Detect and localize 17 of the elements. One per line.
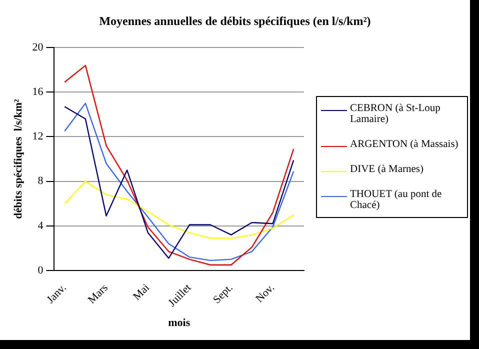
- y-axis-title: débits spécifiques l/s/km²: [12, 98, 24, 219]
- chart-title: Moyennes annuelles de débits spécifiques (en l/s/km²): [98, 14, 372, 29]
- legend-label: DIVE (à Marnes): [350, 164, 424, 175]
- y-tick-label: 12: [32, 130, 44, 143]
- x-tick-label: Mai: [131, 282, 152, 303]
- x-tick-label: Janv.: [44, 282, 69, 306]
- y-tick-label: 20: [32, 41, 44, 54]
- y-tick-label: 8: [38, 175, 44, 188]
- legend-label: ARGENTON (à Massais): [350, 139, 458, 150]
- x-tick-label: Sept.: [211, 282, 236, 306]
- y-tick-label: 4: [38, 220, 44, 232]
- legend-label: CEBRON (à St-Loup Lamaire): [350, 103, 442, 125]
- legend-label: THOUET (au pont de Chacé): [350, 189, 443, 211]
- x-axis-title: mois: [168, 317, 191, 330]
- x-tick-label: Nov.: [254, 282, 278, 306]
- y-tick-label: 0: [38, 264, 44, 276]
- y-tick-label: 16: [32, 86, 44, 98]
